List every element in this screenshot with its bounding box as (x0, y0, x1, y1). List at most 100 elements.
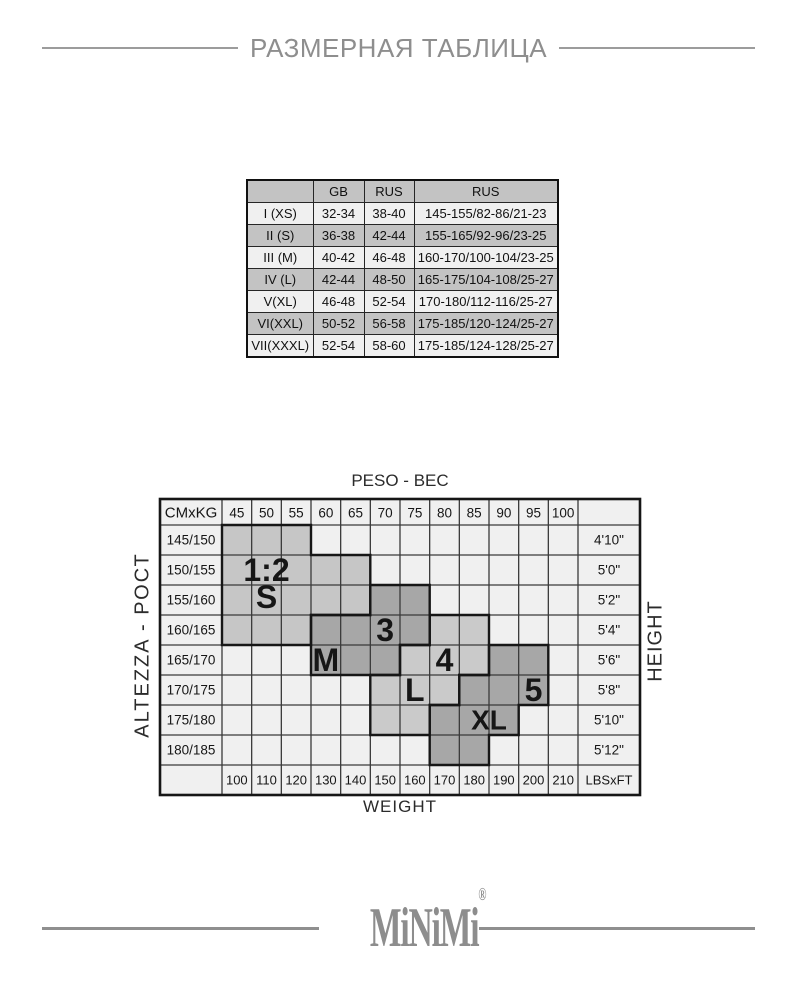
size-value-cell: 32-34 (312, 202, 365, 225)
table-row: IV (L) 42-44 48-50 165-175/104-108/25-27 (246, 268, 559, 291)
height-axis-title-right: HEIGHT (644, 600, 667, 682)
zone-label-L: L (405, 672, 425, 708)
kg-tick: 100 (552, 506, 575, 521)
zone-L-fill (370, 675, 460, 705)
title-rule-right (559, 47, 756, 49)
zone-XL-outline (428, 643, 550, 767)
kg-tick: 70 (378, 506, 393, 521)
lbs-tick: 150 (374, 773, 396, 788)
ft-row-label: 5'4" (598, 623, 621, 638)
table-row: VI(XXL) 50-52 56-58 175-185/120-124/25-27 (246, 312, 559, 335)
lbs-tick: 200 (523, 773, 545, 788)
kg-tick: 45 (229, 506, 244, 521)
lbs-tick: 180 (463, 773, 485, 788)
lbs-tick: 110 (256, 773, 277, 788)
zone-S-fill (222, 615, 311, 645)
lbs-tick: 160 (404, 773, 426, 788)
cm-row-label: 160/165 (167, 623, 216, 638)
size-selection-chart: CMxKG 45 50 55 60 65 70 75 80 85 90 95 100145/150150… (158, 497, 642, 797)
kg-tick: 80 (437, 506, 452, 521)
weight-axis-title-top: PESO - ВЕС (351, 471, 449, 490)
size-value-cell: 170-180/112-116/25-27 (413, 290, 559, 313)
conversion-table: GB RUS RUS I (XS) 32-34 38-40 145-155/82-86/21… (246, 179, 559, 358)
zone-label-1:2: 1:2 (243, 552, 289, 588)
size-value-cell: RUS (413, 179, 559, 203)
size-name-cell: VI(XXL) (246, 312, 314, 335)
ft-row-label: 5'8" (598, 683, 621, 698)
size-value-cell: 42-44 (363, 224, 415, 247)
size-value-cell: 155-165/92-96/23-25 (413, 224, 559, 247)
size-name-cell: III (M) (246, 246, 314, 269)
chart-frame (158, 497, 642, 797)
ft-row-label: 5'12" (594, 743, 624, 758)
size-name-cell: II (S) (246, 224, 314, 247)
lbs-tick: 100 (226, 773, 248, 788)
zone-label-3: 3 (376, 612, 394, 648)
lbs-tick: 210 (552, 773, 574, 788)
cm-row-label: 165/170 (167, 653, 216, 668)
lbs-tick: 190 (493, 773, 515, 788)
zone-L-fill (400, 645, 489, 675)
cm-row-label: 155/160 (167, 593, 216, 608)
zone-M-fill (311, 645, 400, 675)
corner-lbsxft-label: LBSxFT (586, 773, 633, 788)
cm-row-label: 150/155 (167, 563, 216, 578)
lbs-tick: 170 (434, 773, 456, 788)
size-value-cell: 56-58 (363, 312, 415, 335)
logo-rule-right (478, 926, 755, 930)
size-value-cell: 175-185/120-124/25-27 (413, 312, 559, 335)
lbs-tick: 140 (345, 773, 367, 788)
table-row: I (XS) 32-34 38-40 145-155/82-86/21-23 (246, 202, 559, 225)
cm-row-label: 170/175 (167, 683, 216, 698)
brand-name: MiNiMi (369, 897, 479, 959)
corner-cmxkg-label: CMxKG (165, 505, 218, 522)
zone-label-XL: XL (471, 705, 507, 736)
kg-tick: 55 (289, 506, 304, 521)
zone-S-fill (222, 585, 371, 615)
logo-rule-left (42, 926, 319, 930)
brand-logo-row: MiNiMi® (42, 885, 755, 956)
size-value-cell: 58-60 (363, 334, 415, 358)
size-value-cell: 52-54 (363, 290, 415, 313)
table-row: II (S) 36-38 42-44 155-165/92-96/23-25 (246, 224, 559, 247)
ft-row-label: 5'0" (598, 563, 621, 578)
size-value-cell: 160-170/100-104/23-25 (413, 246, 559, 269)
lbs-tick: 130 (315, 773, 337, 788)
weight-axis-title-bottom: WEIGHT (363, 797, 437, 816)
conversion-table-header: GB RUS RUS (246, 179, 559, 203)
kg-tick: 65 (348, 506, 363, 521)
size-value-cell: 46-48 (312, 290, 365, 313)
size-value-cell: GB (312, 179, 365, 203)
size-name-cell: V(XL) (246, 290, 314, 313)
brand-logo: MiNiMi® (331, 885, 486, 956)
size-value-cell: 50-52 (312, 312, 365, 335)
kg-tick: 60 (318, 506, 333, 521)
kg-tick: 90 (496, 506, 511, 521)
registered-mark: ® (477, 884, 486, 905)
ft-row-label: 5'2" (598, 593, 621, 608)
height-axis-title-left: ALTEZZA - РОСТ (131, 552, 154, 738)
size-name-cell: IV (L) (246, 268, 314, 291)
size-value-cell: 48-50 (363, 268, 415, 291)
ft-row-label: 5'10" (594, 713, 624, 728)
zone-S-fill (222, 525, 311, 555)
size-value-cell: RUS (363, 179, 415, 203)
table-row: V(XL) 46-48 52-54 170-180/112-116/25-27 (246, 290, 559, 313)
lbs-tick: 120 (285, 773, 307, 788)
zone-label-5: 5 (525, 672, 543, 708)
size-name-cell: VII(XXXL) (246, 334, 314, 358)
zone-XL-fill (429, 705, 519, 735)
size-value-cell: 52-54 (312, 334, 365, 358)
size-name-cell (246, 179, 314, 203)
ft-row-label: 4'10" (594, 533, 624, 548)
size-value-cell: 42-44 (312, 268, 365, 291)
kg-tick: 85 (467, 506, 482, 521)
size-value-cell: 38-40 (363, 202, 415, 225)
zone-label-S: S (256, 579, 277, 615)
kg-tick: 50 (259, 506, 274, 521)
title-rule-left (42, 47, 238, 49)
kg-tick: 95 (526, 506, 541, 521)
zone-label-M: M (313, 642, 340, 678)
ft-row-label: 5'6" (598, 653, 621, 668)
